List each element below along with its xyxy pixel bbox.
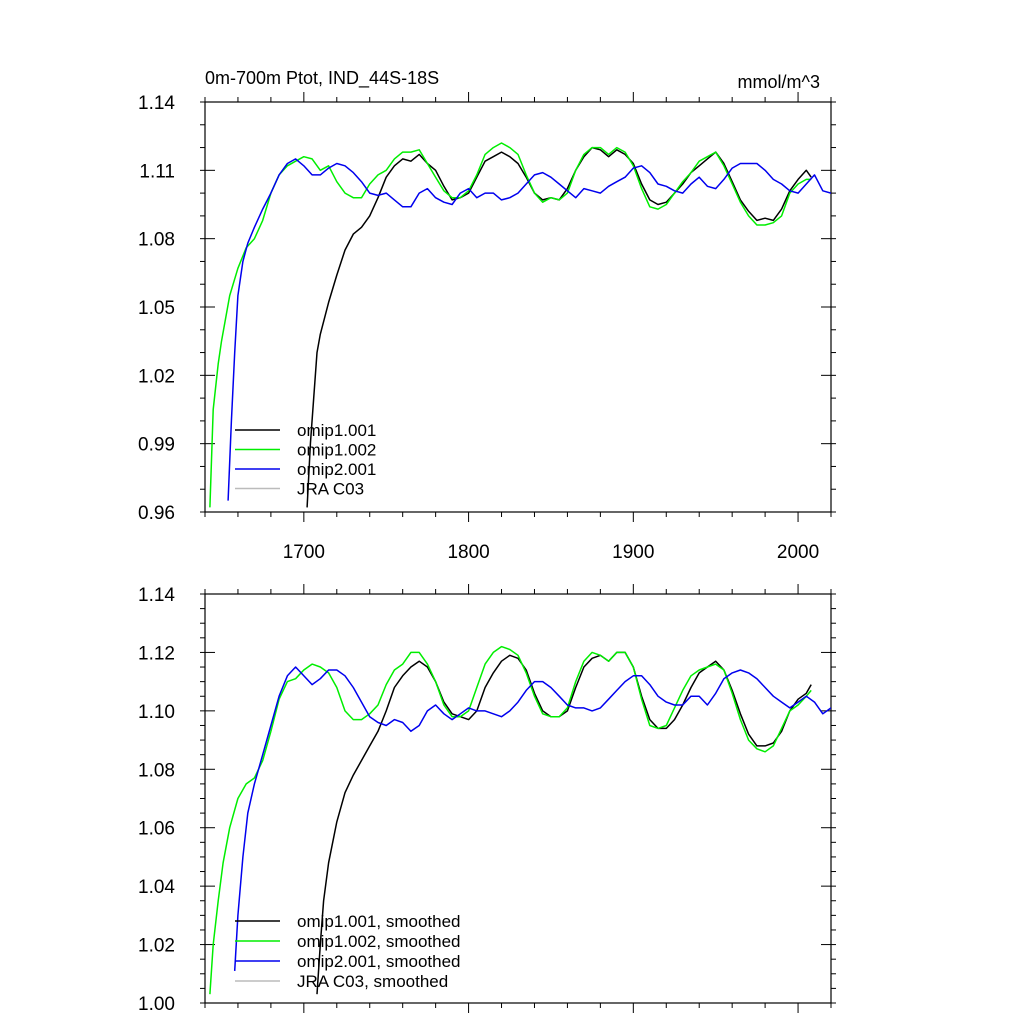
y-tick-label: 1.02 [138, 936, 175, 957]
y-tick-label: 1.14 [138, 585, 175, 606]
legend-label: omip1.001, smoothed [297, 912, 461, 931]
legend-label: JRA C03, smoothed [297, 972, 448, 991]
x-tick-label: 2000 [777, 542, 819, 563]
y-tick-label: 1.02 [138, 366, 175, 387]
y-tick-label: 1.14 [138, 93, 175, 114]
series-line-omip1-002 [209, 645, 812, 995]
top-panel: 0m-700m Ptot, IND_44S-18S mmol/m^3 1700 1… [138, 68, 836, 563]
y-tick-label: 1.06 [138, 819, 175, 840]
series-line-omip1-002 [209, 142, 812, 508]
legend-label: omip2.001 [297, 460, 376, 479]
y-tick-label: 1.05 [138, 298, 175, 319]
series-line-omip1-001 [306, 146, 812, 508]
legend-label: omip1.002, smoothed [297, 932, 461, 951]
legend-label: omip1.002 [297, 441, 376, 460]
y-tick-label: 1.08 [138, 230, 175, 251]
units-label: mmol/m^3 [738, 72, 820, 92]
panel-title: 0m-700m Ptot, IND_44S-18S [205, 68, 439, 89]
x-tick-label: 1800 [447, 542, 489, 563]
series-line-omip2-001 [227, 158, 831, 501]
y-tick-label: 1.12 [138, 643, 175, 664]
y-tick-label: 1.11 [139, 161, 175, 182]
x-tick-label: 1900 [612, 542, 654, 563]
y-tick-label: 1.04 [138, 877, 175, 898]
y-tick-label: 0.99 [138, 435, 175, 456]
y-tick-label: 0.96 [138, 503, 175, 524]
legend-label: omip1.001 [297, 421, 376, 440]
x-tick-label: 1700 [283, 542, 325, 563]
legend-label: JRA C03 [297, 480, 364, 499]
legend-label: omip2.001, smoothed [297, 952, 461, 971]
y-tick-label: 1.08 [138, 760, 175, 781]
y-tick-label: 1.10 [138, 702, 175, 723]
bottom-panel: 1.00 1.02 1.04 1.06 1.08 1.10 1.12 1.14 omip1.00… [138, 584, 836, 1015]
series-line-omip2-001 [233, 666, 831, 971]
y-tick-label: 1.00 [138, 994, 175, 1015]
